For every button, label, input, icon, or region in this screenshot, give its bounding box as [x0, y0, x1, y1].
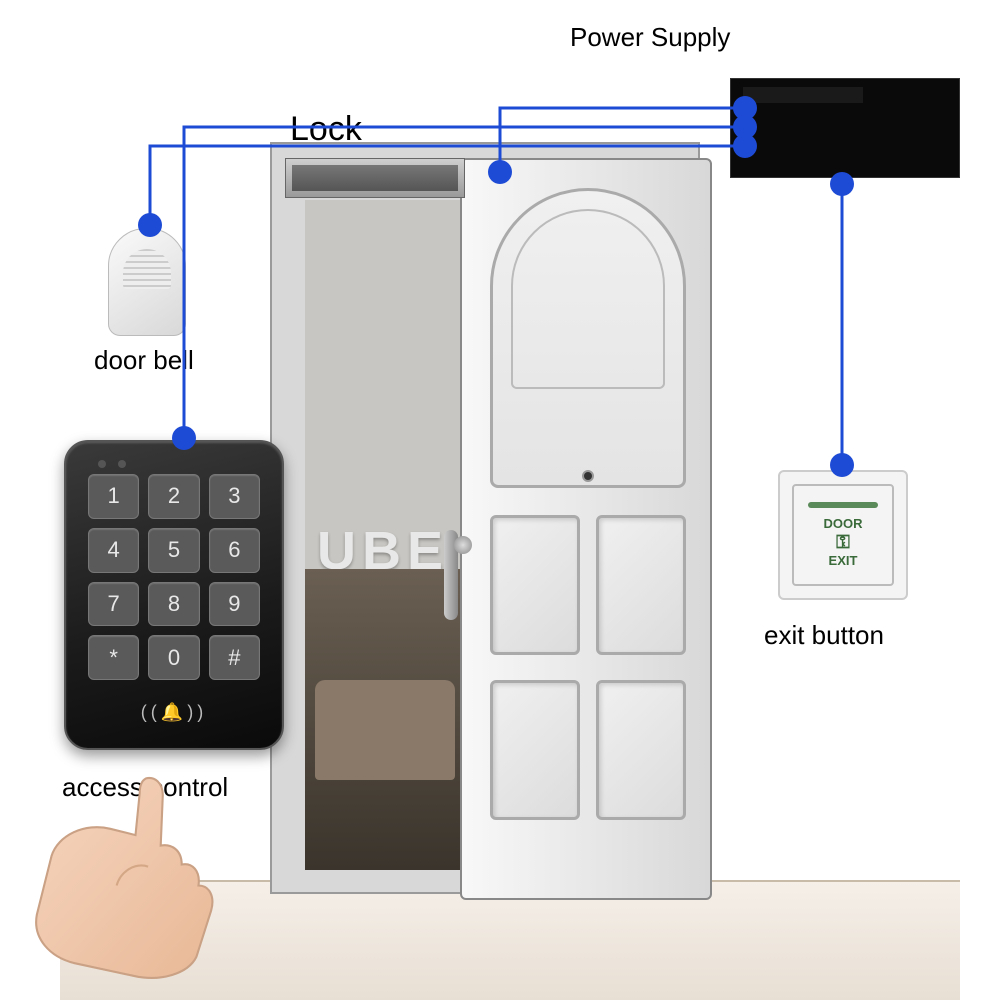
keypad-key-0[interactable]: 0 — [148, 635, 199, 680]
door-leaf — [460, 158, 712, 900]
power-supply — [730, 78, 960, 178]
door-bell-label: door bell — [94, 345, 194, 376]
keypad-key-8[interactable]: 8 — [148, 582, 199, 627]
keypad-key-9[interactable]: 9 — [209, 582, 260, 627]
door-panel — [596, 515, 686, 655]
rfid-bell-icon: ((🔔)) — [88, 690, 260, 734]
door-handle — [444, 530, 458, 620]
peephole-icon — [582, 470, 594, 482]
power-supply-label: Power Supply — [570, 22, 730, 53]
keypad-key-4[interactable]: 4 — [88, 528, 139, 573]
keypad-key-*[interactable]: * — [88, 635, 139, 680]
door-panel — [490, 515, 580, 655]
door-opening: UBE — [305, 200, 465, 870]
access-control-keypad[interactable]: 123 456 789 *0# ((🔔)) — [64, 440, 284, 750]
interior-sofa — [315, 680, 455, 780]
keypad-key-7[interactable]: 7 — [88, 582, 139, 627]
door-panel — [490, 680, 580, 820]
exit-text-bottom: EXIT — [829, 553, 858, 568]
keypad-key-#[interactable]: # — [209, 635, 260, 680]
status-led-icon — [118, 460, 126, 468]
key-icon: ⚿ — [836, 533, 850, 551]
keypad-key-1[interactable]: 1 — [88, 474, 139, 519]
door-arch-panel — [490, 188, 686, 488]
exit-slot-icon — [808, 502, 878, 508]
exit-button[interactable]: DOOR ⚿ EXIT — [778, 470, 908, 600]
door-panel — [596, 680, 686, 820]
status-led-icon — [98, 460, 106, 468]
pointing-hand-icon — [20, 770, 230, 980]
keypad-key-3[interactable]: 3 — [209, 474, 260, 519]
keypad-key-2[interactable]: 2 — [148, 474, 199, 519]
exit-text-top: DOOR — [824, 516, 863, 531]
keypad-key-5[interactable]: 5 — [148, 528, 199, 573]
exit-button-label: exit button — [764, 620, 884, 651]
interior-wall — [305, 200, 465, 569]
door-bell — [108, 228, 186, 336]
magnetic-lock — [285, 158, 465, 198]
lock-label: Lock — [290, 110, 362, 149]
keypad-key-6[interactable]: 6 — [209, 528, 260, 573]
